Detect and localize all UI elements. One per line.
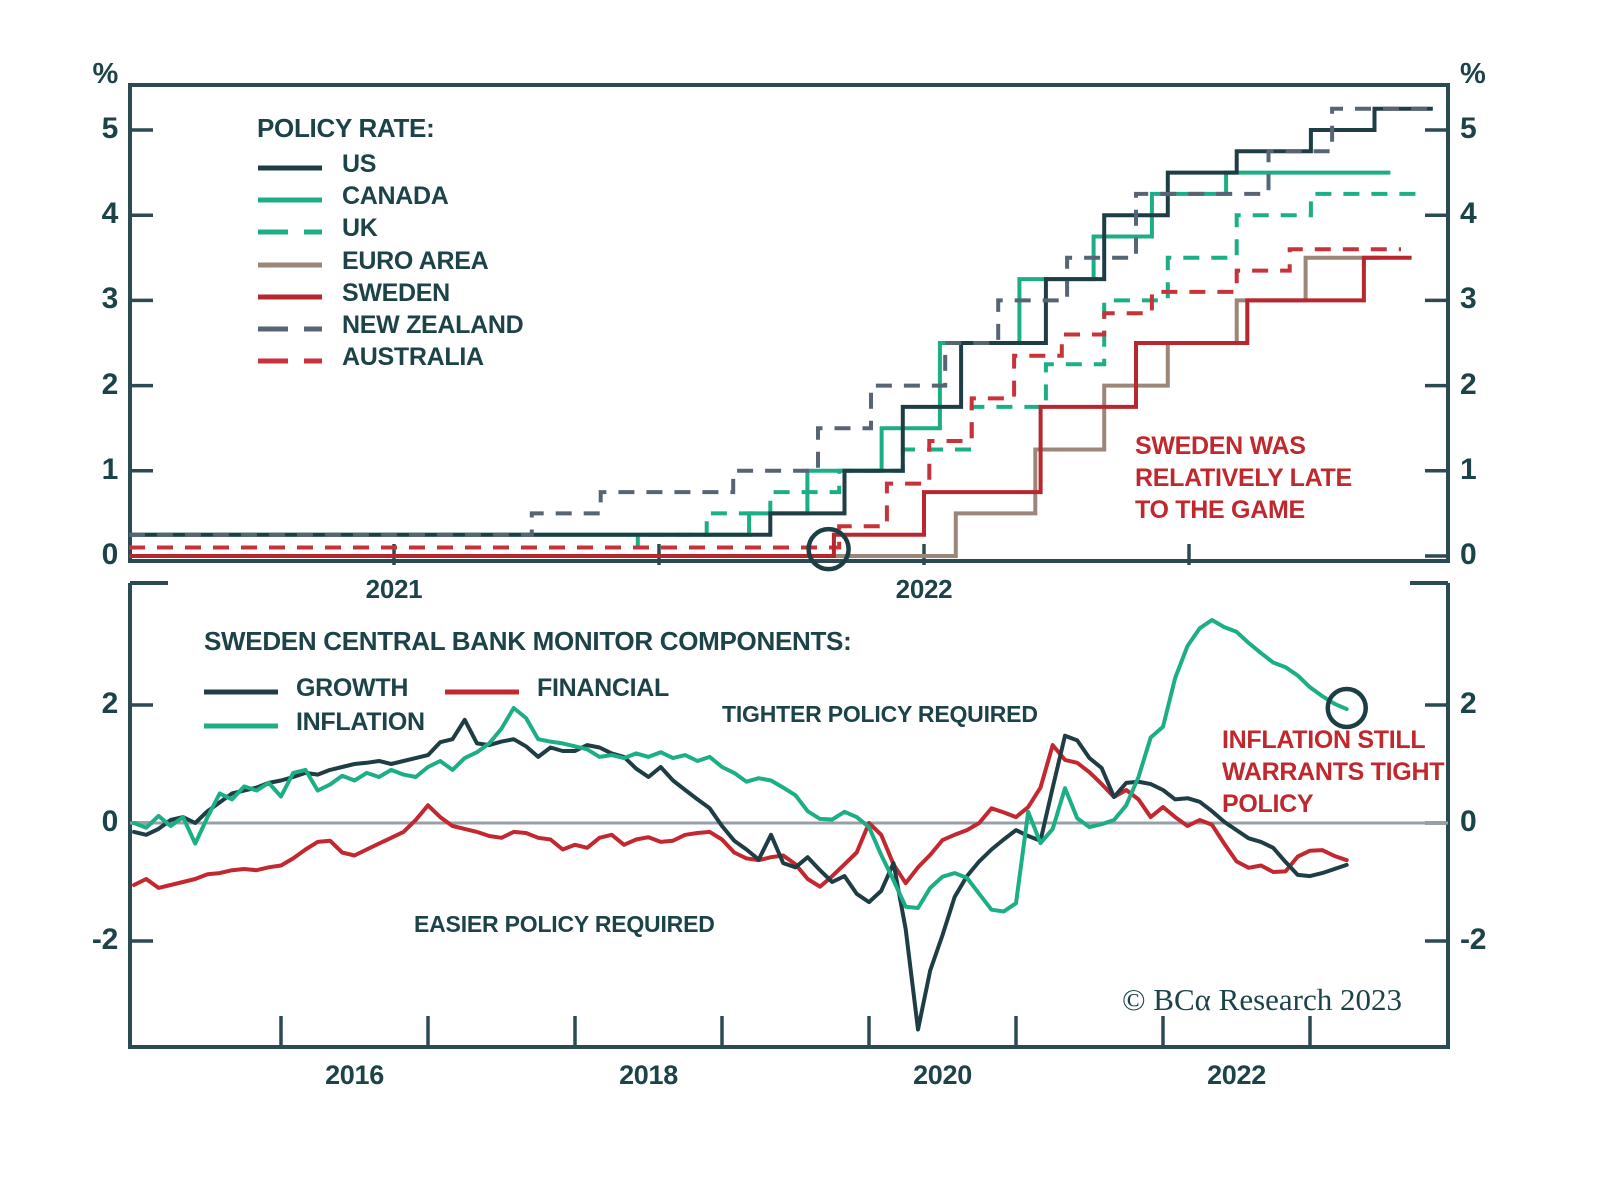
top-left-unit-label: % xyxy=(92,58,119,90)
policy-line-new-zealand xyxy=(129,106,1428,537)
top-panel-frame xyxy=(128,83,1450,563)
legend-label-australia: AUSTRALIA xyxy=(342,343,484,372)
legend-label-financial: FINANCIAL xyxy=(537,674,670,702)
top-y-label-left: 4 xyxy=(101,197,119,231)
legend-label-new-zealand: NEW ZEALAND xyxy=(342,311,524,339)
us-legend-swatch xyxy=(258,159,322,177)
uk-legend-swatch xyxy=(258,223,322,241)
sweden-first-hike-circle xyxy=(806,526,851,572)
australia-legend-swatch xyxy=(258,352,322,370)
top-y-label-left: 1 xyxy=(101,452,119,486)
monitor-line-growth xyxy=(132,717,1349,1032)
canada-legend-swatch xyxy=(258,191,322,209)
financial-legend-swatch xyxy=(445,683,519,701)
top-y-label-left: 3 xyxy=(101,282,119,316)
monitor-line-financial xyxy=(132,743,1349,890)
top-y-label-right: 3 xyxy=(1460,282,1477,316)
policy-line-sweden xyxy=(129,255,1412,558)
bottom-y-label-left: 2 xyxy=(101,687,119,720)
top-y-label-right: 2 xyxy=(1460,367,1477,401)
top-y-label-left: 5 xyxy=(101,112,119,145)
top-y-label-right: 4 xyxy=(1460,197,1477,231)
top-x-label-2022: 2022 xyxy=(895,574,953,604)
easier-policy-zone-label: EASIER POLICY REQUIRED xyxy=(414,911,715,937)
top-x-label-2021: 2021 xyxy=(365,574,423,604)
legend-label-sweden: SWEDEN xyxy=(342,278,450,307)
inflation-legend-swatch xyxy=(204,717,278,735)
top-y-label-left: 2 xyxy=(101,367,119,401)
legend-label-us: US xyxy=(342,150,377,178)
legend-label-growth: GROWTH xyxy=(296,674,409,702)
monitor-legend-title: SWEDEN CENTRAL BANK MONITOR COMPONENTS: xyxy=(204,626,852,656)
sweden-legend-swatch xyxy=(258,288,322,306)
legend-label-canada: CANADA xyxy=(342,182,449,211)
growth-legend-swatch xyxy=(204,683,278,701)
top-y-label-right: 0 xyxy=(1460,538,1477,571)
top-y-label-left: 0 xyxy=(101,538,119,571)
inflation-end-circle xyxy=(1325,686,1368,730)
top-right-unit-label: % xyxy=(1460,58,1486,90)
bottom-y-label-left: 0 xyxy=(101,805,119,838)
legend-label-uk: UK xyxy=(342,214,378,243)
monitor-line-inflation xyxy=(132,618,1349,914)
legend-label-euro-area: EURO AREA xyxy=(342,246,489,275)
bottom-y-label-right: 0 xyxy=(1460,805,1477,838)
legend-label-inflation: INFLATION xyxy=(296,708,425,736)
bottom-y-label-right: 2 xyxy=(1460,687,1477,720)
bottom-x-label-2020: 2020 xyxy=(913,1060,972,1090)
bottom-y-label-right: -2 xyxy=(1460,923,1487,956)
sweden-late-annotation: SWEDEN WAS RELATIVELY LATE TO THE GAME xyxy=(1135,432,1352,524)
copyright-text: © BCα Research 2023 xyxy=(1122,982,1402,1017)
bottom-y-label-left: -2 xyxy=(91,923,118,956)
policy-rate-legend-title: POLICY RATE: xyxy=(257,113,435,143)
top-y-label-right: 1 xyxy=(1460,452,1477,486)
inflation-tight-annotation: INFLATION STILL WARRANTS TIGHT POLICY xyxy=(1222,726,1445,818)
bottom-x-label-2016: 2016 xyxy=(325,1060,384,1090)
bottom-x-label-2018: 2018 xyxy=(619,1060,678,1090)
policy-line-australia xyxy=(129,247,1401,550)
new-zealand-legend-swatch xyxy=(258,320,322,338)
bottom-x-label-2022: 2022 xyxy=(1207,1060,1266,1090)
top-y-label-right: 5 xyxy=(1460,112,1477,145)
policy-line-us xyxy=(129,106,1433,537)
euro-area-legend-swatch xyxy=(258,256,322,274)
tighter-policy-zone-label: TIGHTER POLICY REQUIRED xyxy=(722,701,1038,727)
